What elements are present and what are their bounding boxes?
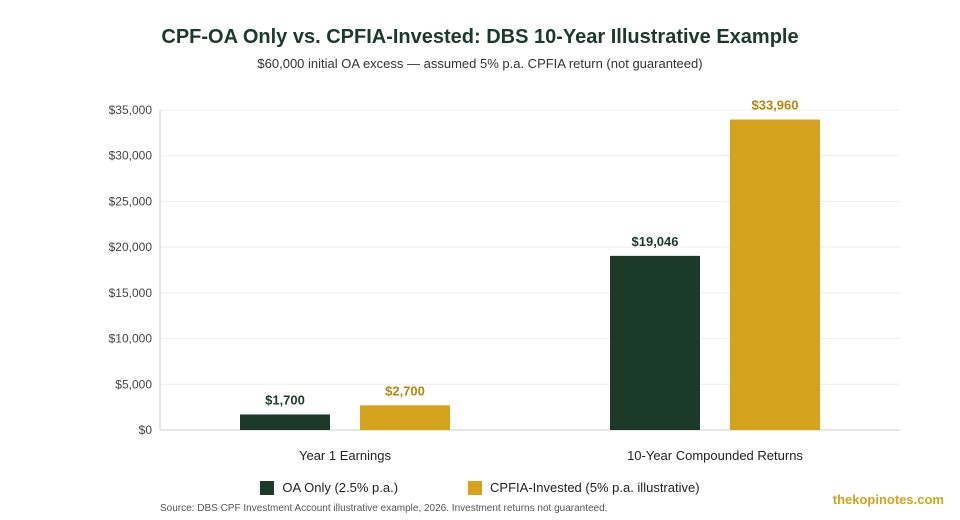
legend-item-cpfia: CPFIA-Invested (5% p.a. illustrative) bbox=[468, 480, 700, 495]
legend-label-oa-only: OA Only (2.5% p.a.) bbox=[282, 480, 399, 495]
bar-cpfia-1 bbox=[730, 119, 820, 430]
y-tick-label: $10,000 bbox=[109, 332, 153, 346]
legend-swatch-oa-only bbox=[260, 480, 275, 495]
legend-label-cpfia: CPFIA-Invested (5% p.a. illustrative) bbox=[490, 480, 700, 495]
y-tick-label: $15,000 bbox=[109, 286, 153, 300]
x-tick-label: 10-Year Compounded Returns bbox=[627, 448, 803, 463]
data-label: $19,046 bbox=[632, 234, 679, 249]
bar-cpfia-0 bbox=[360, 405, 450, 430]
y-tick-label: $0 bbox=[139, 423, 153, 437]
legend: OA Only (2.5% p.a.) CPFIA-Invested (5% p… bbox=[0, 480, 960, 495]
bar-oa-only-0 bbox=[240, 414, 330, 430]
data-label: $33,960 bbox=[752, 98, 799, 113]
data-label: $2,700 bbox=[385, 383, 425, 398]
y-tick-label: $35,000 bbox=[109, 103, 153, 117]
y-tick-label: $30,000 bbox=[109, 149, 153, 163]
legend-swatch-cpfia bbox=[468, 480, 483, 495]
data-label: $1,700 bbox=[265, 392, 305, 407]
watermark: thekopinotes.com bbox=[832, 492, 944, 507]
y-tick-label: $5,000 bbox=[115, 377, 152, 391]
source-note: Source: DBS CPF Investment Account illus… bbox=[160, 503, 608, 514]
chart-subtitle: $60,000 initial OA excess — assumed 5% p… bbox=[257, 56, 703, 71]
legend-item-oa-only: OA Only (2.5% p.a.) bbox=[260, 480, 398, 495]
bar-oa-only-1 bbox=[610, 255, 700, 430]
x-tick-label: Year 1 Earnings bbox=[299, 448, 392, 463]
chart-title: CPF-OA Only vs. CPFIA-Invested: DBS 10-Y… bbox=[161, 26, 799, 48]
y-tick-label: $25,000 bbox=[109, 194, 153, 208]
y-tick-label: $20,000 bbox=[109, 240, 153, 254]
